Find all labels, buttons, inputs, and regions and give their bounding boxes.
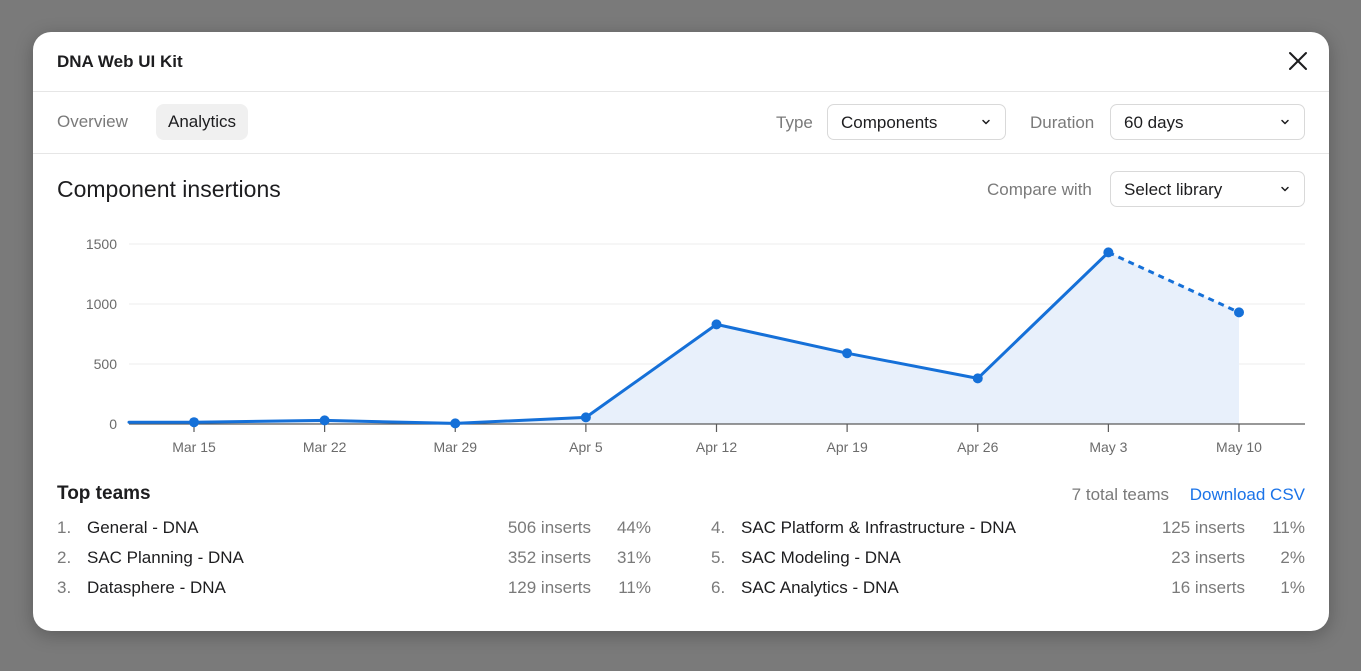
team-row: 3. Datasphere - DNA 129 inserts 11%: [57, 578, 651, 602]
team-inserts: 16 inserts: [1171, 578, 1245, 597]
x-tick-label: Apr 5: [569, 439, 603, 455]
y-tick-label: 0: [109, 416, 117, 432]
team-inserts: 129 inserts: [507, 578, 591, 597]
team-rank: 1.: [57, 518, 72, 537]
team-percent: 1%: [1280, 578, 1305, 597]
compare-select-value: Select library: [1124, 180, 1223, 199]
x-tick-label: Apr 19: [827, 439, 868, 455]
data-point: [1103, 247, 1114, 258]
team-percent: 44%: [616, 518, 651, 537]
teams-total-count: 7 total teams: [1071, 485, 1169, 504]
duration-select[interactable]: 60 days: [1110, 104, 1305, 140]
type-label: Type: [776, 113, 813, 132]
series-line-projected: [1107, 251, 1240, 314]
close-icon[interactable]: [1285, 48, 1311, 74]
x-tick-label: Apr 12: [696, 439, 737, 455]
team-name: General - DNA: [87, 518, 199, 537]
toolbar: Overview Analytics Type Components Durat…: [33, 92, 1329, 154]
y-tick-label: 500: [94, 356, 118, 372]
x-tick-label: Mar 15: [172, 439, 216, 455]
team-row: 1. General - DNA 506 inserts 44%: [57, 518, 651, 542]
team-row: 4. SAC Platform & Infrastructure - DNA 125…: [711, 518, 1305, 542]
tab-analytics[interactable]: Analytics: [156, 104, 249, 140]
x-tick-label: Mar 22: [303, 439, 347, 455]
compare-label: Compare with: [987, 180, 1092, 199]
team-rank: 5.: [711, 548, 726, 567]
y-tick-label: 1000: [86, 296, 117, 312]
insertions-chart: 0 500 1000 1500 Mar 15 Mar 22 Mar 29 Apr 5 Apr 1…: [86, 236, 1305, 455]
compare-select[interactable]: Select library: [1110, 171, 1305, 207]
download-csv-link[interactable]: Download CSV: [1189, 485, 1305, 504]
team-percent: 11%: [618, 578, 651, 597]
modal-header: DNA Web UI Kit: [33, 32, 1329, 92]
analytics-modal: DNA Web UI Kit Overview Analytics Type C…: [33, 32, 1329, 631]
team-percent: 31%: [616, 548, 651, 567]
team-name: Datasphere - DNA: [87, 578, 226, 597]
data-point: [711, 319, 722, 330]
team-inserts: 352 inserts: [507, 548, 591, 567]
team-name: SAC Modeling - DNA: [741, 548, 901, 567]
team-rank: 2.: [57, 548, 72, 567]
x-tick-label: May 3: [1089, 439, 1127, 455]
duration-label: Duration: [1030, 113, 1095, 132]
data-point: [1234, 307, 1244, 318]
data-point: [319, 415, 330, 426]
section-title: Component insertions: [57, 176, 281, 202]
x-tick-label: Apr 26: [957, 439, 998, 455]
top-teams-title: Top teams: [57, 483, 151, 504]
chevron-down-icon: [1281, 119, 1289, 125]
team-name: SAC Planning - DNA: [87, 548, 244, 567]
data-point: [450, 418, 461, 429]
team-rank: 6.: [711, 578, 726, 597]
y-tick-label: 1500: [86, 236, 117, 252]
team-percent: 11%: [1272, 518, 1305, 537]
team-rank: 3.: [57, 578, 72, 597]
modal-title: DNA Web UI Kit: [57, 52, 183, 71]
team-row: 6. SAC Analytics - DNA 16 inserts 1%: [711, 578, 1305, 602]
duration-select-value: 60 days: [1124, 113, 1184, 132]
team-row: 5. SAC Modeling - DNA 23 inserts 2%: [711, 548, 1305, 572]
team-rank: 4.: [711, 518, 726, 537]
x-tick-label: Mar 29: [433, 439, 477, 455]
team-name: SAC Platform & Infrastructure - DNA: [741, 518, 1016, 537]
data-point: [580, 412, 591, 423]
team-row: 2. SAC Planning - DNA 352 inserts 31%: [57, 548, 651, 572]
x-tick-label: May 10: [1216, 439, 1262, 455]
data-point: [972, 373, 983, 384]
team-inserts: 125 inserts: [1161, 518, 1245, 537]
team-inserts: 506 inserts: [507, 518, 591, 537]
data-point: [842, 348, 853, 359]
chevron-down-icon: [982, 119, 990, 125]
data-point: [189, 417, 199, 428]
type-select-value: Components: [841, 113, 938, 132]
team-percent: 2%: [1280, 548, 1305, 567]
team-inserts: 23 inserts: [1171, 548, 1245, 567]
type-select[interactable]: Components: [827, 104, 1006, 140]
team-name: SAC Analytics - DNA: [741, 578, 899, 597]
tab-overview[interactable]: Overview: [57, 112, 128, 131]
chevron-down-icon: [1281, 186, 1289, 192]
